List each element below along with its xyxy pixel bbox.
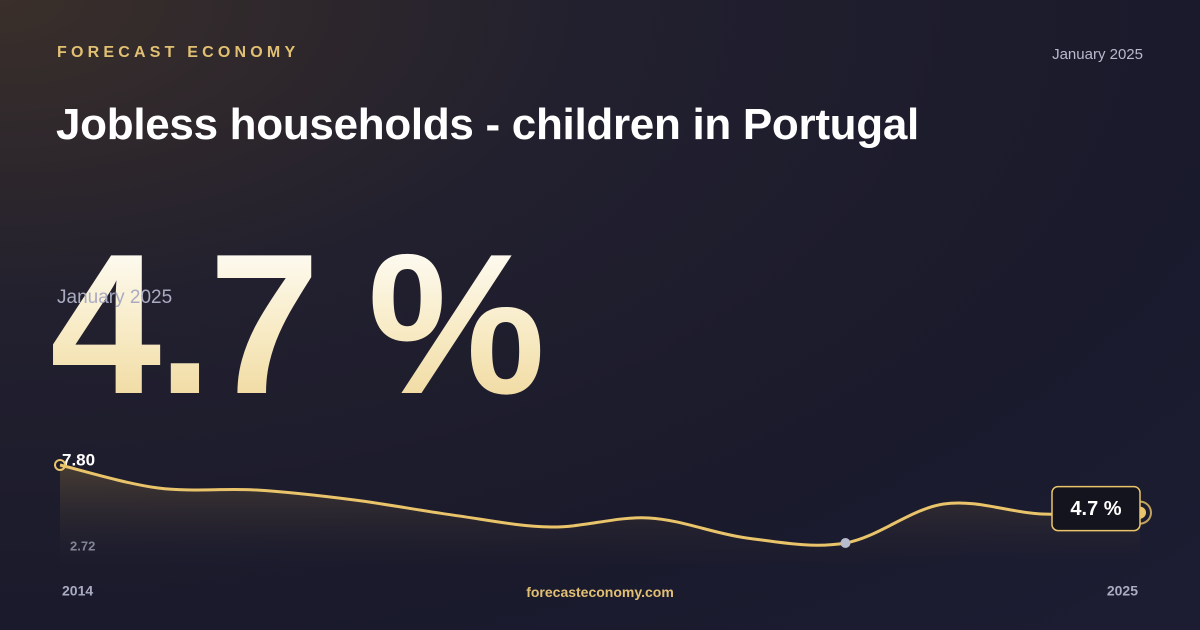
x-tick-label: 2014 bbox=[62, 583, 93, 599]
brand: FORECAST ECONOMY bbox=[57, 44, 300, 61]
footer-site: forecasteconomy.com bbox=[526, 584, 674, 600]
headline-date: January 2025 bbox=[57, 287, 173, 308]
area bbox=[60, 465, 1140, 565]
value-label-box bbox=[1051, 485, 1141, 532]
max-marker bbox=[54, 459, 66, 471]
x-tick-label: 2025 bbox=[1107, 583, 1138, 599]
title: Jobless households - children in Portuga… bbox=[56, 100, 919, 149]
headline-value: 4.7 % bbox=[50, 213, 545, 436]
value-label: 4.7 % bbox=[1070, 498, 1121, 520]
line bbox=[59, 463, 1141, 547]
date: January 2025 bbox=[1052, 46, 1143, 63]
y-tick-label: 7.80 bbox=[62, 450, 95, 469]
min-marker bbox=[840, 538, 851, 548]
